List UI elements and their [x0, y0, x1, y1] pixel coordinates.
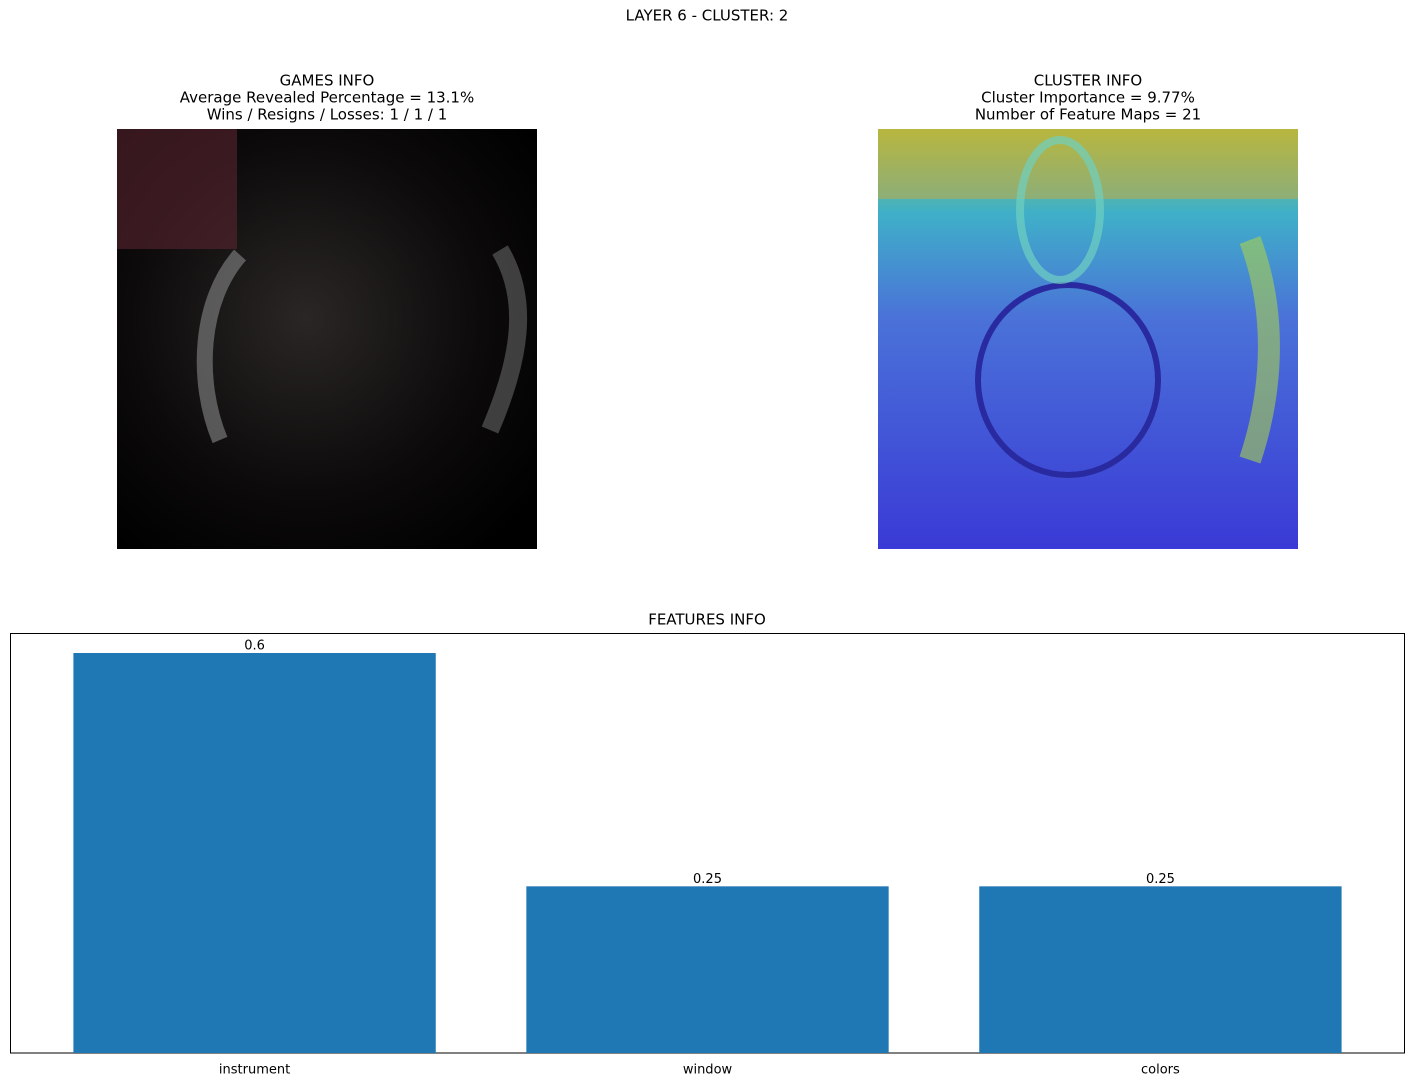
masked-image: [117, 129, 537, 549]
value-label: 0.25: [693, 872, 722, 887]
x-tick-label: window: [683, 1063, 733, 1078]
chart-title: FEATURES INFO: [648, 611, 766, 629]
panel-subtitle: Number of Feature Maps = 21: [975, 106, 1201, 124]
value-label: 0.6: [244, 639, 265, 654]
panel-subtitle: Average Revealed Percentage = 13.1%: [180, 89, 474, 107]
value-label: 0.25: [1146, 872, 1175, 887]
panel-subtitle: Wins / Resigns / Losses: 1 / 1 / 1: [207, 106, 448, 124]
figure-title: LAYER 6 - CLUSTER: 2: [626, 7, 789, 25]
bar: [979, 886, 1342, 1053]
panel-subtitle: Cluster Importance = 9.77%: [981, 89, 1195, 107]
bar: [526, 886, 889, 1053]
x-tick-label: instrument: [219, 1063, 290, 1078]
bar: [73, 653, 436, 1053]
heatmap-image: [878, 129, 1298, 549]
panel-title: CLUSTER INFO: [1034, 72, 1143, 90]
x-tick-label: colors: [1141, 1063, 1180, 1078]
panel-title: GAMES INFO: [280, 72, 375, 90]
